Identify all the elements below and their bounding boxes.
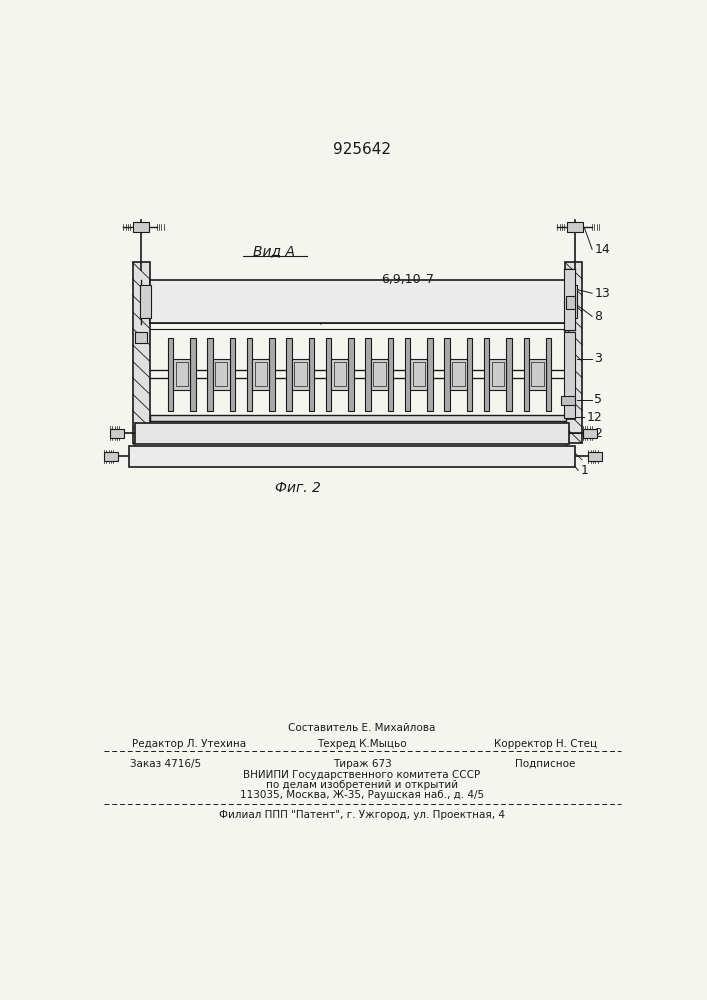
- Text: 13: 13: [595, 287, 610, 300]
- Text: Редактор Л. Утехина: Редактор Л. Утехина: [132, 739, 246, 749]
- Bar: [332, 359, 349, 389]
- Bar: [529, 359, 546, 389]
- Bar: [506, 338, 512, 411]
- Bar: [175, 362, 188, 386]
- Bar: [489, 359, 506, 389]
- Text: 1: 1: [580, 464, 588, 477]
- Bar: [326, 338, 332, 411]
- Bar: [134, 222, 149, 232]
- Text: 6,9,10: 6,9,10: [381, 273, 421, 286]
- Text: 12: 12: [587, 411, 602, 424]
- Bar: [286, 338, 292, 411]
- Text: Филиал ППП "Патент", г. Ужгород, ул. Проектная, 4: Филиал ППП "Патент", г. Ужгород, ул. Про…: [219, 810, 505, 820]
- Bar: [561, 396, 575, 405]
- Bar: [531, 362, 544, 386]
- Bar: [135, 423, 569, 444]
- Bar: [173, 359, 190, 389]
- Text: Корректор Н. Стец: Корректор Н. Стец: [494, 739, 597, 749]
- Bar: [492, 362, 504, 386]
- Bar: [405, 338, 410, 411]
- Bar: [410, 359, 428, 389]
- Bar: [150, 415, 566, 421]
- Bar: [269, 338, 275, 411]
- Bar: [413, 362, 425, 386]
- Text: 14: 14: [595, 243, 610, 256]
- Bar: [546, 338, 551, 411]
- Bar: [428, 338, 433, 411]
- Bar: [292, 359, 309, 389]
- Text: Заказ 4716/5: Заказ 4716/5: [130, 759, 201, 769]
- Bar: [564, 269, 575, 330]
- Bar: [255, 362, 267, 386]
- Bar: [366, 338, 371, 411]
- Bar: [150, 280, 566, 323]
- Bar: [388, 338, 393, 411]
- Bar: [567, 222, 583, 232]
- Bar: [445, 338, 450, 411]
- Bar: [566, 285, 577, 318]
- Bar: [104, 452, 118, 461]
- Bar: [588, 452, 602, 461]
- Text: 2: 2: [595, 427, 602, 440]
- Text: Тираж 673: Тираж 673: [332, 759, 392, 769]
- Text: 925642: 925642: [333, 142, 391, 157]
- Bar: [565, 262, 582, 443]
- Text: Вид А: Вид А: [253, 244, 296, 258]
- Text: 3: 3: [595, 352, 602, 365]
- Bar: [309, 338, 315, 411]
- Bar: [110, 429, 124, 438]
- Bar: [132, 262, 150, 443]
- Bar: [230, 338, 235, 411]
- Bar: [168, 338, 173, 411]
- Bar: [140, 285, 151, 318]
- Text: 7: 7: [426, 273, 433, 286]
- Text: ВНИИПИ Государственного комитета СССР: ВНИИПИ Государственного комитета СССР: [243, 770, 481, 780]
- Text: 113035, Москва, Ж-35, Раушская наб., д. 4/5: 113035, Москва, Ж-35, Раушская наб., д. …: [240, 790, 484, 800]
- Bar: [583, 429, 597, 438]
- Bar: [373, 362, 385, 386]
- Text: Фиг. 2: Фиг. 2: [275, 481, 320, 495]
- Text: Подписное: Подписное: [515, 759, 575, 769]
- Bar: [371, 359, 388, 389]
- Bar: [564, 332, 575, 418]
- Bar: [467, 338, 472, 411]
- Text: Составитель Е. Михайлова: Составитель Е. Михайлова: [288, 723, 436, 733]
- Text: 5: 5: [595, 393, 602, 406]
- Bar: [484, 338, 489, 411]
- Bar: [190, 338, 196, 411]
- Bar: [247, 338, 252, 411]
- Bar: [349, 338, 354, 411]
- Text: Техред К.Мыцьо: Техред К.Мыцьо: [317, 739, 407, 749]
- Bar: [294, 362, 307, 386]
- Bar: [452, 362, 464, 386]
- Bar: [334, 362, 346, 386]
- Text: по делам изобретений и открытий: по делам изобретений и открытий: [266, 780, 458, 790]
- Text: 8: 8: [595, 310, 602, 323]
- Bar: [215, 362, 228, 386]
- Bar: [252, 359, 269, 389]
- Bar: [207, 338, 213, 411]
- Bar: [566, 296, 575, 309]
- Bar: [213, 359, 230, 389]
- Bar: [129, 446, 575, 467]
- Bar: [450, 359, 467, 389]
- Bar: [135, 332, 147, 343]
- Bar: [524, 338, 529, 411]
